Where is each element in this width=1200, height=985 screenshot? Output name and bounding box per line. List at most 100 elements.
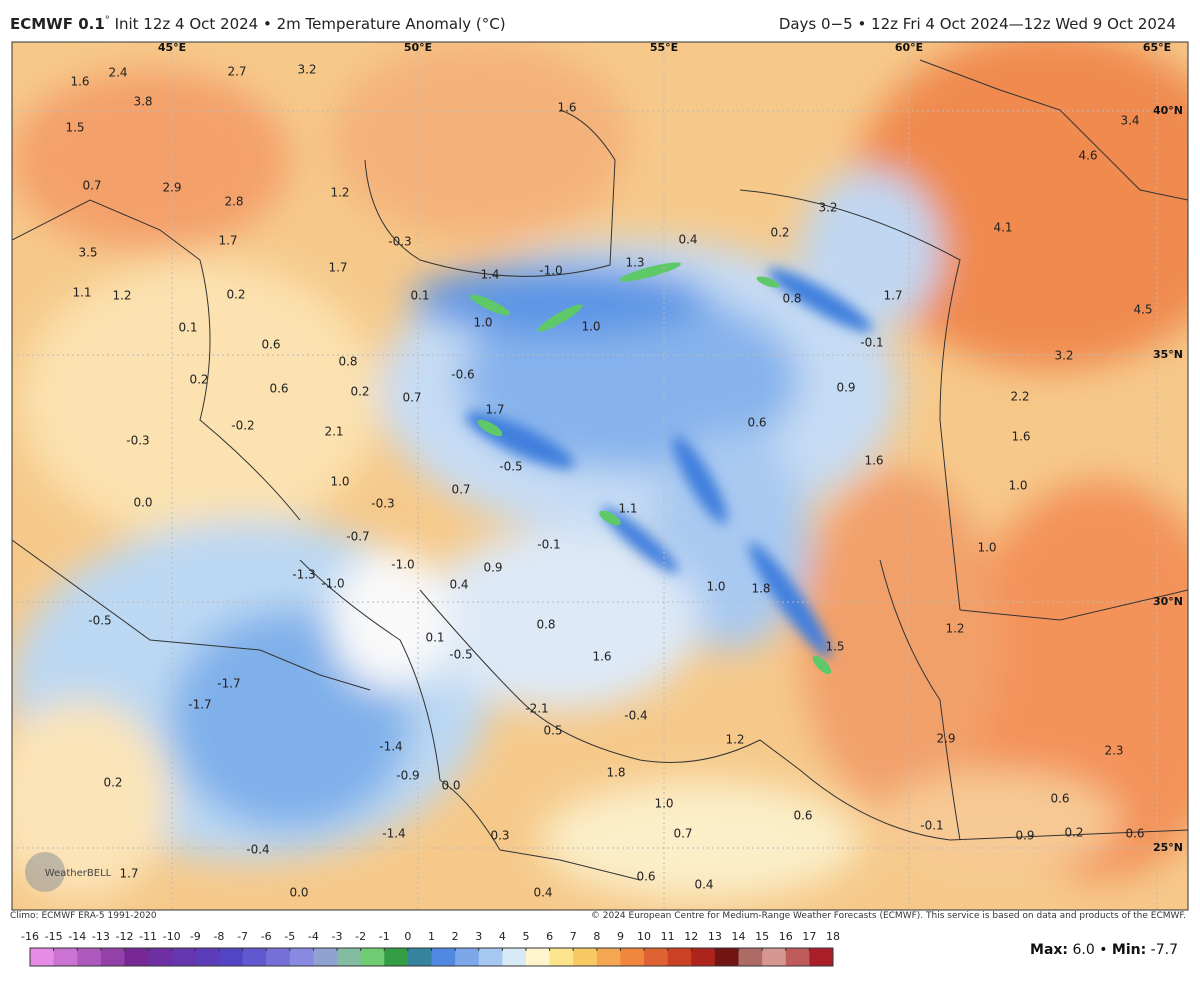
anomaly-label: 0.6 <box>269 382 288 396</box>
latitude-label: 30°N <box>1153 595 1183 608</box>
anomaly-label: 4.6 <box>1078 149 1097 163</box>
colorbar-swatch <box>360 948 385 966</box>
anomaly-label: -1.3 <box>292 568 315 582</box>
colorbar-swatch <box>762 948 787 966</box>
anomaly-label: -1.7 <box>188 698 211 712</box>
anomaly-label: 4.1 <box>993 221 1012 235</box>
anomaly-label: -1.7 <box>217 677 240 691</box>
anomaly-label: 0.7 <box>82 179 101 193</box>
colorbar-tick-label: -1 <box>379 930 390 943</box>
anomaly-label: 1.6 <box>592 650 611 664</box>
colorbar-tick-label: -9 <box>190 930 201 943</box>
colorbar-tick-label: -7 <box>237 930 248 943</box>
colorbar-swatch <box>738 948 763 966</box>
colorbar-tick-label: 9 <box>617 930 624 943</box>
colorbar-tick-label: 14 <box>732 930 746 943</box>
latitude-label: 25°N <box>1153 841 1183 854</box>
colorbar-swatch <box>809 948 834 966</box>
longitude-label: 45°E <box>158 41 186 54</box>
anomaly-label: -0.5 <box>499 460 522 474</box>
anomaly-label: 2.7 <box>227 65 246 79</box>
anomaly-label: -0.3 <box>126 434 149 448</box>
copyright: © 2024 European Centre for Medium-Range … <box>590 911 1186 921</box>
anomaly-label: 0.2 <box>226 288 245 302</box>
anomaly-label: 3.5 <box>78 246 97 260</box>
stats: Max: 6.0 • Min: -7.7 <box>1030 942 1178 958</box>
colorbar-swatch <box>53 948 78 966</box>
anomaly-label: 0.4 <box>678 233 697 247</box>
colorbar-swatch <box>266 948 291 966</box>
anomaly-label: 2.9 <box>162 181 181 195</box>
colorbar-swatch <box>502 948 527 966</box>
colorbar-tick-label: 12 <box>684 930 698 943</box>
anomaly-label: 1.2 <box>112 289 131 303</box>
anomaly-label: 1.1 <box>72 286 91 300</box>
anomaly-label: -0.3 <box>371 497 394 511</box>
anomaly-label: 0.0 <box>441 779 460 793</box>
anomaly-label: 1.0 <box>654 797 673 811</box>
anomaly-label: 2.4 <box>108 66 127 80</box>
anomaly-label: 0.8 <box>338 355 357 369</box>
anomaly-label: -0.3 <box>388 235 411 249</box>
colorbar-swatch <box>124 948 149 966</box>
anomaly-label: 1.8 <box>606 766 625 780</box>
colorbar-tick-label: 16 <box>779 930 793 943</box>
anomaly-label: 1.2 <box>945 622 964 636</box>
longitude-label: 55°E <box>650 41 678 54</box>
anomaly-label: -0.5 <box>449 648 472 662</box>
anomaly-label: 0.6 <box>261 338 280 352</box>
colorbar-tick-label: 1 <box>428 930 435 943</box>
colorbar-tick-label: -10 <box>163 930 181 943</box>
colorbar-tick-label: 2 <box>452 930 459 943</box>
colorbar-tick-label: -16 <box>21 930 39 943</box>
colorbar-tick-label: 18 <box>826 930 840 943</box>
colorbar-tick-label: 8 <box>593 930 600 943</box>
colorbar-swatch <box>313 948 338 966</box>
colorbar-tick-label: -4 <box>308 930 319 943</box>
anomaly-label: -0.2 <box>231 419 254 433</box>
colorbar-swatch <box>77 948 102 966</box>
anomaly-label: 1.0 <box>977 541 996 555</box>
anomaly-label: 1.6 <box>557 101 576 115</box>
anomaly-label: 4.5 <box>1133 303 1152 317</box>
anomaly-label: 0.4 <box>449 578 468 592</box>
colorbar-tick-label: 3 <box>475 930 482 943</box>
anomaly-label: -1.4 <box>382 827 405 841</box>
header-left: ECMWF 0.1° Init 12z 4 Oct 2024 • 2m Temp… <box>10 15 506 33</box>
colorbar-swatch <box>525 948 551 966</box>
latitude-label: 40°N <box>1153 104 1183 117</box>
anomaly-label: 0.7 <box>402 391 421 405</box>
colorbar-swatch <box>549 948 574 966</box>
anomaly-label: 0.0 <box>133 496 152 510</box>
colorbar-tick-label: 10 <box>637 930 651 943</box>
colorbar-tick-label: -13 <box>92 930 110 943</box>
anomaly-label: 3.2 <box>297 63 316 77</box>
colorbar-tick-label: -11 <box>139 930 157 943</box>
colorbar-swatch <box>691 948 716 966</box>
anomaly-label: 0.9 <box>483 561 502 575</box>
anomaly-label: 2.1 <box>324 425 343 439</box>
anomaly-label: 0.2 <box>770 226 789 240</box>
anomaly-label: 1.8 <box>751 582 770 596</box>
min-label: Min: <box>1111 942 1147 958</box>
anomaly-label: 0.7 <box>673 827 692 841</box>
colorbar-tick-label: 6 <box>546 930 553 943</box>
anomaly-label: 3.8 <box>133 95 152 109</box>
anomaly-label: -0.9 <box>396 769 419 783</box>
colorbar-swatch <box>289 948 314 966</box>
anomaly-label: 0.8 <box>782 292 801 306</box>
latitude-label: 35°N <box>1153 348 1183 361</box>
colorbar-swatch <box>337 948 362 966</box>
colorbar-swatch <box>620 948 645 966</box>
anomaly-label: -0.4 <box>624 709 647 723</box>
colorbar-tick-label: 7 <box>570 930 577 943</box>
graticule <box>12 42 1188 910</box>
anomaly-label: 0.2 <box>189 373 208 387</box>
anomaly-label: 1.1 <box>618 502 637 516</box>
colorbar-tick-label: -2 <box>355 930 366 943</box>
colorbar-swatch <box>785 948 810 966</box>
colorbar-tick-label: 13 <box>708 930 722 943</box>
anomaly-label: 1.4 <box>480 268 499 282</box>
anomaly-label: 0.9 <box>836 381 855 395</box>
colorbar-swatch <box>171 948 196 966</box>
